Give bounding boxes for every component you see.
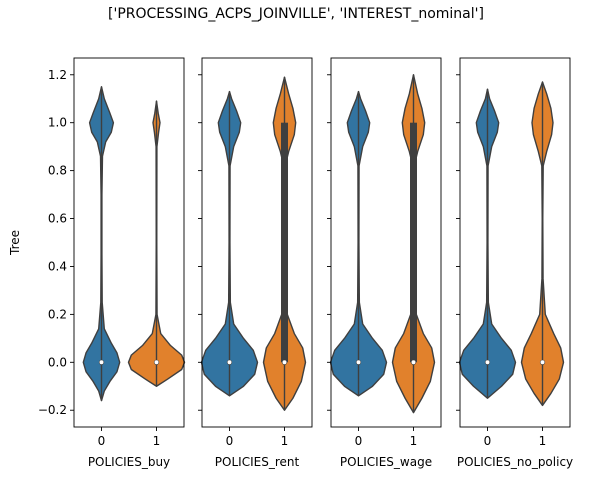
y-tick-label-3: 0.4 <box>48 259 67 273</box>
x-axis-label-1: POLICIES_buy <box>88 455 170 469</box>
y-tick-label-1: 0.0 <box>48 355 67 369</box>
median-dot-1-1 <box>153 359 160 365</box>
median-dot-3-0 <box>355 359 362 365</box>
iqr-box-2-1 <box>281 122 288 363</box>
x-tick-label-3-1: 1 <box>410 434 418 448</box>
y-tick-label-6: 1.0 <box>48 116 67 130</box>
figure-title: ['PROCESSING_ACPS_JOINVILLE', 'INTEREST_… <box>108 6 484 22</box>
axes-frame-1 <box>73 57 185 428</box>
x-tick-label-1-1: 1 <box>153 434 161 448</box>
median-dot-1-0 <box>98 359 105 365</box>
median-dot-4-0 <box>484 359 491 365</box>
x-axis-label-2: POLICIES_rent <box>215 455 300 469</box>
axes-frame-3 <box>330 57 442 428</box>
iqr-box-3-1 <box>410 122 417 363</box>
x-tick-label-4-0: 0 <box>484 434 492 448</box>
axes-frame-2 <box>201 57 313 428</box>
y-axis-label: Tree <box>8 230 22 256</box>
median-dot-3-1 <box>410 359 417 365</box>
y-tick-label-2: 0.2 <box>48 307 67 321</box>
x-axis-label-3: POLICIES_wage <box>340 455 432 469</box>
median-dot-4-1 <box>539 359 546 365</box>
y-tick-label-5: 0.8 <box>48 164 67 178</box>
median-dot-2-1 <box>281 359 288 365</box>
axes-frame-4 <box>459 57 571 428</box>
y-tick-label-0: −0.2 <box>38 403 67 417</box>
y-tick-label-7: 1.2 <box>48 68 67 82</box>
x-tick-label-2-0: 0 <box>226 434 234 448</box>
median-dot-2-0 <box>226 359 233 365</box>
x-tick-label-1-0: 0 <box>98 434 106 448</box>
x-tick-label-3-0: 0 <box>355 434 363 448</box>
x-axis-label-4: POLICIES_no_policy <box>457 455 573 469</box>
x-tick-label-2-1: 1 <box>281 434 289 448</box>
y-tick-label-4: 0.6 <box>48 212 67 226</box>
x-tick-label-4-1: 1 <box>539 434 547 448</box>
